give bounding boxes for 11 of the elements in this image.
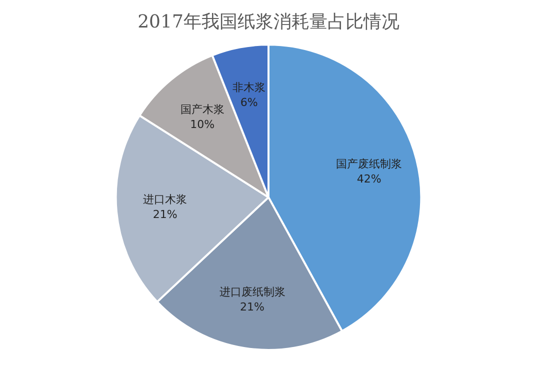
data-label: 10% xyxy=(190,118,215,132)
data-label: 21% xyxy=(240,300,264,314)
slice-label: 非木浆 xyxy=(232,81,266,94)
slice-label: 进口废纸制浆 xyxy=(219,286,286,299)
data-label: 6% xyxy=(240,96,258,110)
chart-title: 2017年我国纸浆消耗量占比情况 xyxy=(138,11,400,32)
slice-label: 进口木浆 xyxy=(143,192,188,206)
slice-label: 国产废纸制浆 xyxy=(336,157,402,170)
slice-label: 国产木浆 xyxy=(180,103,224,116)
data-label: 21% xyxy=(152,208,178,221)
data-label: 42% xyxy=(356,172,382,186)
